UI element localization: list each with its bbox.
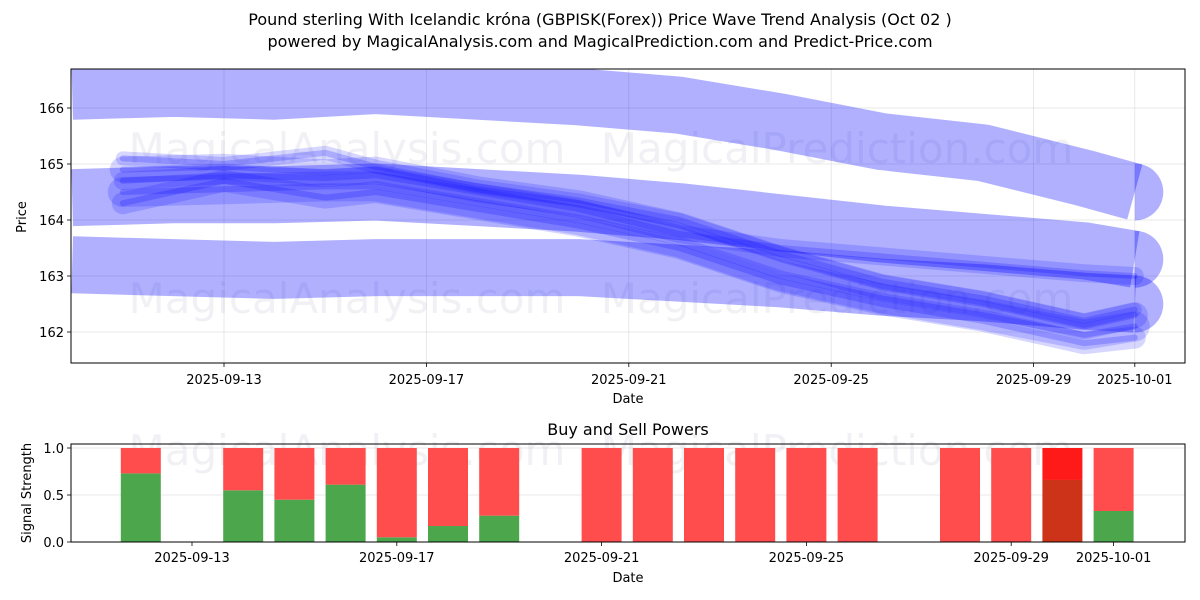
sell-bar <box>376 448 417 538</box>
price-grid <box>71 69 1185 363</box>
wave-series <box>107 145 1150 355</box>
signal-x-tick-label: 2025-10-01 <box>1076 551 1152 566</box>
signal-x-tick-label: 2025-09-25 <box>769 551 845 566</box>
signal-y-axis-label: Signal Strength <box>20 443 35 543</box>
signal-x-axis-label: Date <box>612 571 643 586</box>
lower-band <box>71 236 1137 333</box>
price-y-tick-label: 166 <box>39 102 64 117</box>
signal-y-tick-label: 0.0 <box>43 536 64 551</box>
middle-band <box>71 163 1140 288</box>
signal-y-tick-label: 0.5 <box>43 489 64 504</box>
sell-bar <box>1093 448 1134 511</box>
price-x-tick-label: 2025-09-21 <box>591 373 667 388</box>
signal-x-tick-label: 2025-09-13 <box>154 551 230 566</box>
signal-plot-frame <box>70 443 1186 543</box>
sell-bar <box>479 448 520 516</box>
watermark-analysis-1: MagicalAnalysis.com <box>129 124 566 173</box>
sell-bar <box>940 448 980 542</box>
signal-y-axis: 0.0 0.5 1.0 <box>43 442 71 551</box>
sell-bar <box>735 448 776 542</box>
price-y-tick-label: 162 <box>39 326 64 341</box>
wave-5 <box>111 169 1146 355</box>
price-x-axis: 2025-09-13 2025-09-17 2025-09-21 2025-09-25… <box>186 363 1173 388</box>
upper-band <box>71 69 1143 220</box>
buy-bar <box>274 499 315 542</box>
watermark-prediction-2: MagicalPrediction.com <box>601 274 1074 323</box>
wave-5-core <box>119 177 1138 347</box>
wave-3-core <box>119 183 1138 338</box>
price-y-axis-label: Price <box>15 201 30 233</box>
wave-1-core <box>119 163 1138 330</box>
buy-bar <box>1093 510 1134 542</box>
buy-bar <box>479 515 520 542</box>
lower-band-cap <box>1134 275 1164 333</box>
wave-2 <box>113 166 1144 285</box>
wave-4 <box>115 145 1142 328</box>
signal-bars <box>120 448 1134 542</box>
signal-chart: Buy and Sell Powers MagicalAnalysis.com … <box>20 420 1186 586</box>
wave-3 <box>107 171 1150 350</box>
price-chart: MagicalAnalysis.com MagicalPrediction.co… <box>15 68 1186 407</box>
sell-bar <box>786 448 827 542</box>
sell-bar <box>632 448 673 542</box>
sell-bar <box>581 448 622 542</box>
middle-band-cap <box>1134 230 1164 288</box>
price-plot-frame <box>70 68 1186 364</box>
signal-y-tick-label: 1.0 <box>43 442 64 457</box>
signal-x-tick-label: 2025-09-17 <box>359 551 435 566</box>
chart-title: Pound sterling With Icelandic króna (GBP… <box>248 10 952 29</box>
signal-chart-title: Buy and Sell Powers <box>547 420 709 439</box>
sell-bar <box>684 448 724 542</box>
buy-bar <box>376 537 417 542</box>
price-y-tick-label: 165 <box>39 158 64 173</box>
buy-bar <box>325 484 366 542</box>
buy-bar <box>223 490 264 542</box>
wave-bands <box>71 69 1164 333</box>
buy-bar <box>120 473 161 542</box>
sell-bar <box>120 448 161 474</box>
watermark-analysis-2: MagicalAnalysis.com <box>129 274 566 323</box>
price-y-tick-label: 164 <box>39 214 64 229</box>
signal-x-axis: 2025-09-13 2025-09-17 2025-09-21 2025-09-25… <box>154 542 1151 566</box>
sell-bar <box>991 448 1032 542</box>
wave-2-core <box>119 172 1138 279</box>
signal-x-tick-label: 2025-09-21 <box>564 551 640 566</box>
sell-bar <box>1042 448 1083 480</box>
chart-subtitle: powered by MagicalAnalysis.com and Magic… <box>267 32 933 51</box>
price-x-tick-label: 2025-10-01 <box>1097 373 1173 388</box>
price-x-tick-label: 2025-09-29 <box>996 373 1072 388</box>
price-y-tick-label: 163 <box>39 270 64 285</box>
sell-bar <box>223 448 264 491</box>
buy-bar <box>428 526 468 542</box>
buy-bar <box>1042 479 1083 542</box>
wave-1 <box>109 153 1148 340</box>
watermark-prediction-1: MagicalPrediction.com <box>601 124 1074 173</box>
sell-bar <box>325 448 366 485</box>
price-y-axis: 162 163 164 165 166 <box>39 102 71 341</box>
sell-bar <box>428 448 468 527</box>
upper-band-cap <box>1134 163 1164 221</box>
signal-x-tick-label: 2025-09-29 <box>973 551 1049 566</box>
price-x-tick-label: 2025-09-25 <box>793 373 869 388</box>
sell-bar <box>837 448 878 542</box>
wave-4-core <box>119 149 1138 324</box>
price-x-axis-label: Date <box>612 392 643 407</box>
price-x-tick-label: 2025-09-13 <box>186 373 262 388</box>
price-x-tick-label: 2025-09-17 <box>389 373 465 388</box>
price-watermarks: MagicalAnalysis.com MagicalPrediction.co… <box>129 124 1074 323</box>
sell-bar <box>274 448 315 500</box>
